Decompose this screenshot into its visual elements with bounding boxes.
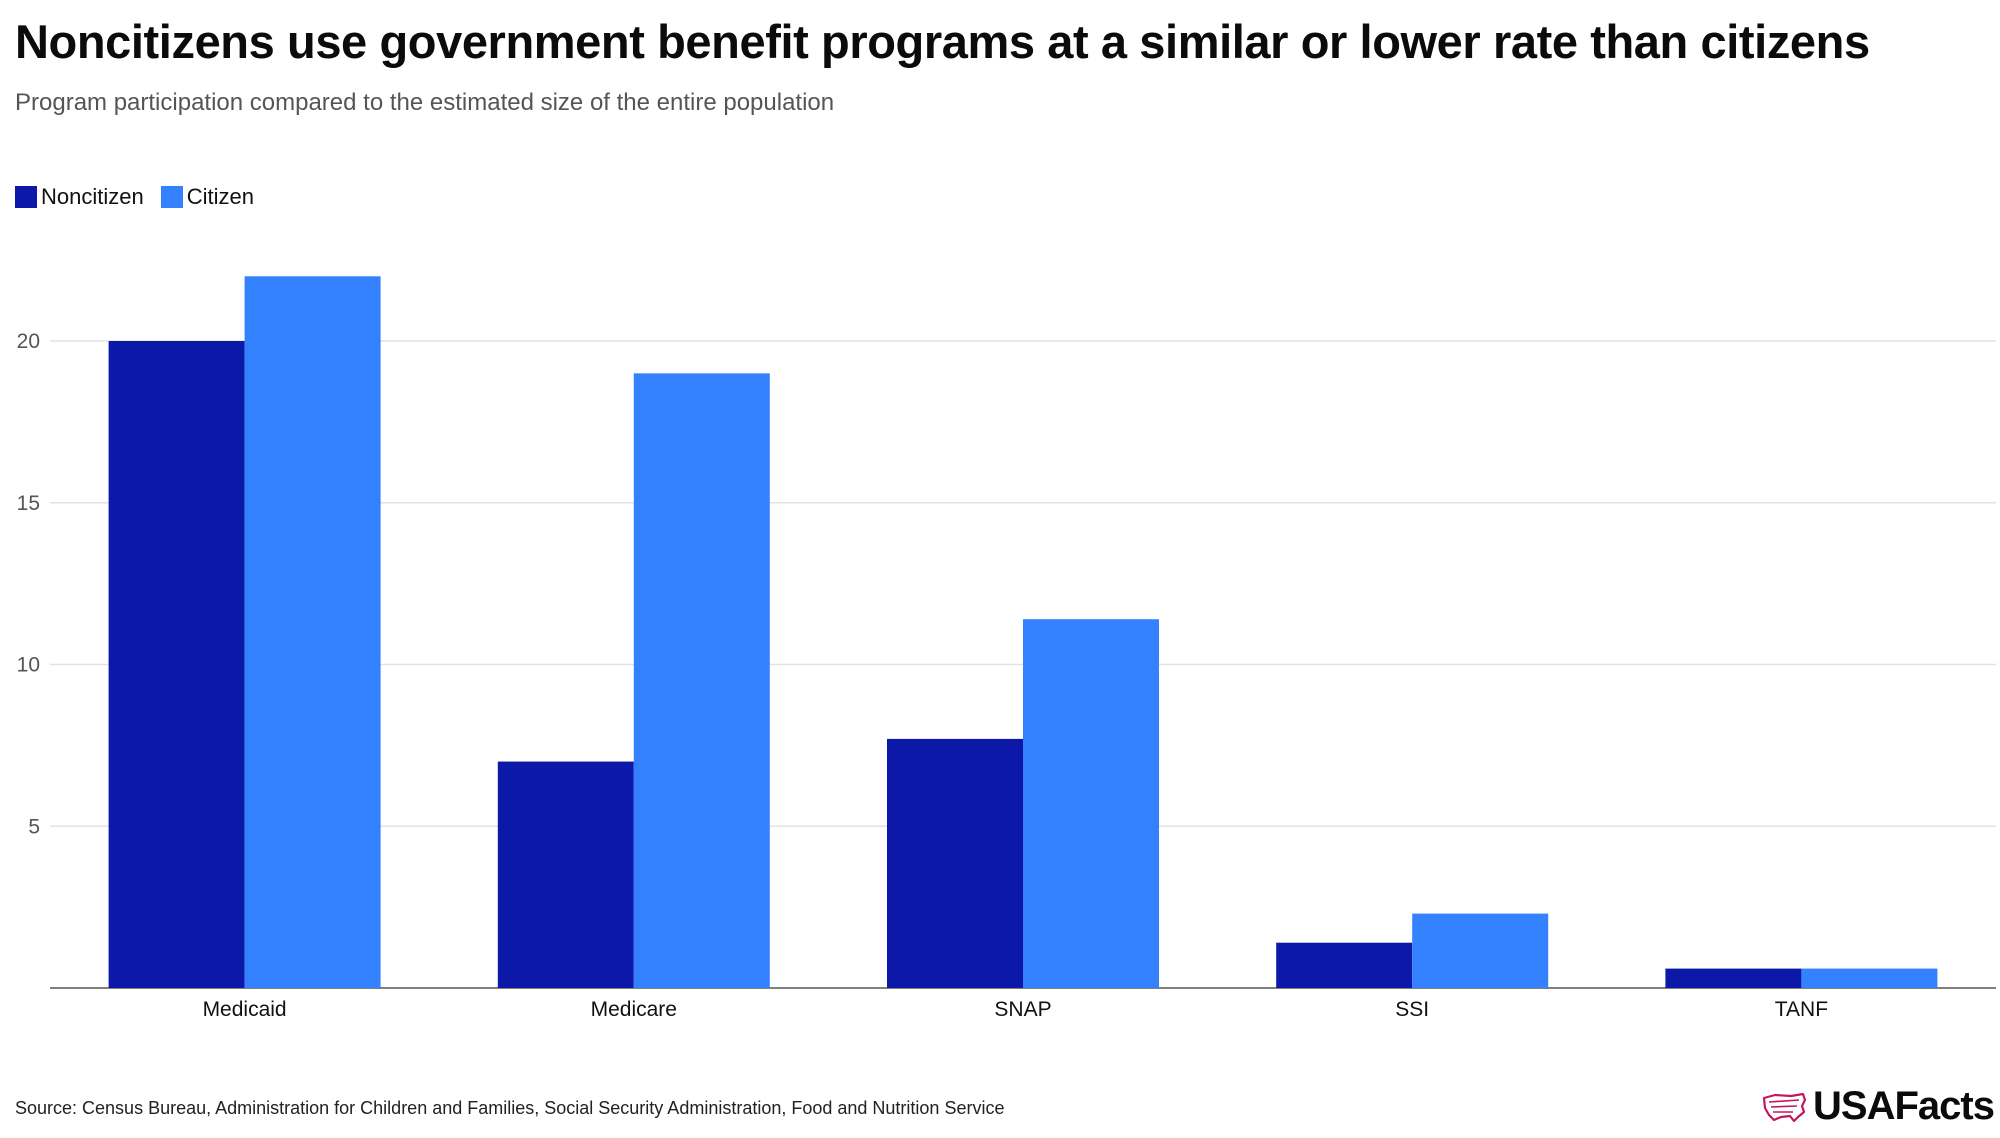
legend-swatch-noncitizen [15, 186, 37, 208]
legend-item-noncitizen: Noncitizen [15, 184, 144, 210]
bar-citizen-medicaid [244, 276, 381, 988]
bar-noncitizen-medicaid [108, 341, 245, 988]
bar-citizen-medicare [633, 373, 770, 989]
usa-map-icon [1762, 1092, 1807, 1122]
x-tick-label-tanf: TANF [1775, 998, 1828, 1021]
bar-noncitizen-ssi [1276, 942, 1413, 988]
bar-citizen-ssi [1412, 913, 1549, 988]
x-tick-label-snap: SNAP [994, 998, 1051, 1021]
brand-logo: USAFacts [1761, 1084, 1995, 1129]
y-tick-label-15: 15 [17, 492, 40, 515]
legend-swatch-citizen [160, 186, 183, 208]
x-tick-label-medicare: Medicare [591, 998, 677, 1021]
legend-label-noncitizen: Noncitizen [41, 184, 144, 209]
legend-label-citizen: Citizen [186, 184, 254, 209]
source-note: Source: Census Bureau, Administration fo… [15, 1098, 1005, 1118]
y-tick-label-5: 5 [28, 815, 40, 838]
brand-name: USAFacts [1813, 1084, 1995, 1128]
chart-subtitle: Program participation compared to the es… [15, 89, 835, 116]
bar-noncitizen-tanf [1665, 968, 1802, 988]
y-tick-label-10: 10 [17, 654, 40, 677]
bar-noncitizen-snap [887, 738, 1023, 988]
bar-citizen-tanf [1801, 968, 1938, 988]
legend: Noncitizen Citizen [15, 184, 271, 210]
chart-title: Noncitizens use government benefit progr… [15, 15, 1870, 68]
x-tick-label-ssi: SSI [1395, 998, 1429, 1021]
bar-citizen-snap [1023, 619, 1159, 988]
bar-noncitizen-medicare [497, 761, 634, 988]
y-tick-label-20: 20 [17, 330, 40, 353]
legend-item-citizen: Citizen [160, 184, 254, 210]
x-tick-label-medicaid: Medicaid [203, 998, 287, 1021]
